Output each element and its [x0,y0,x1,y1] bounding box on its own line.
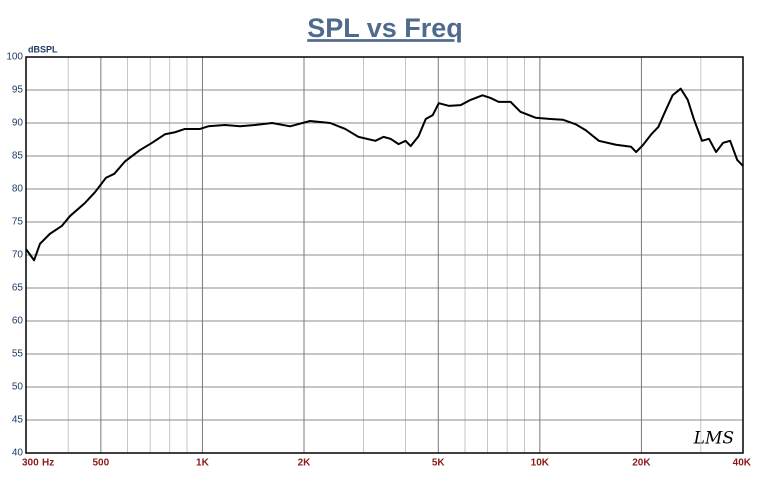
y-axis-label: dBSPL [28,44,58,54]
x-tick-label: 10K [531,458,550,469]
plot-frame [25,56,744,454]
line-series [25,87,744,262]
x-tick-label: 40K [733,458,752,469]
chart-title: SPL vs Freq [307,13,463,43]
y-tick-label: 60 [12,316,24,327]
y-tick-label: 45 [12,415,24,426]
y-tick-label: 85 [12,151,24,162]
y-tick-label: 50 [12,382,24,393]
x-tick-label: 300 [22,458,39,469]
y-tick-label: 65 [12,283,24,294]
x-tick-label: 5K [432,458,446,469]
y-tick-label: 55 [12,349,24,360]
x-tick-label: 500 [93,458,110,469]
x-tick-label: 1K [196,458,210,469]
y-tick-label: 90 [12,118,24,129]
x-tick-label: 2K [298,458,312,469]
y-tick-label: 80 [12,184,24,195]
x-tick-label: 20K [632,458,651,469]
x-axis-unit: Hz [42,458,54,469]
y-tick-label: 100 [6,52,23,63]
watermark: LMS [693,429,734,449]
y-tick-label: 75 [12,217,24,228]
y-tick-label: 40 [12,448,24,459]
y-tick-label: 70 [12,250,24,261]
y-tick-label: 95 [12,85,24,96]
